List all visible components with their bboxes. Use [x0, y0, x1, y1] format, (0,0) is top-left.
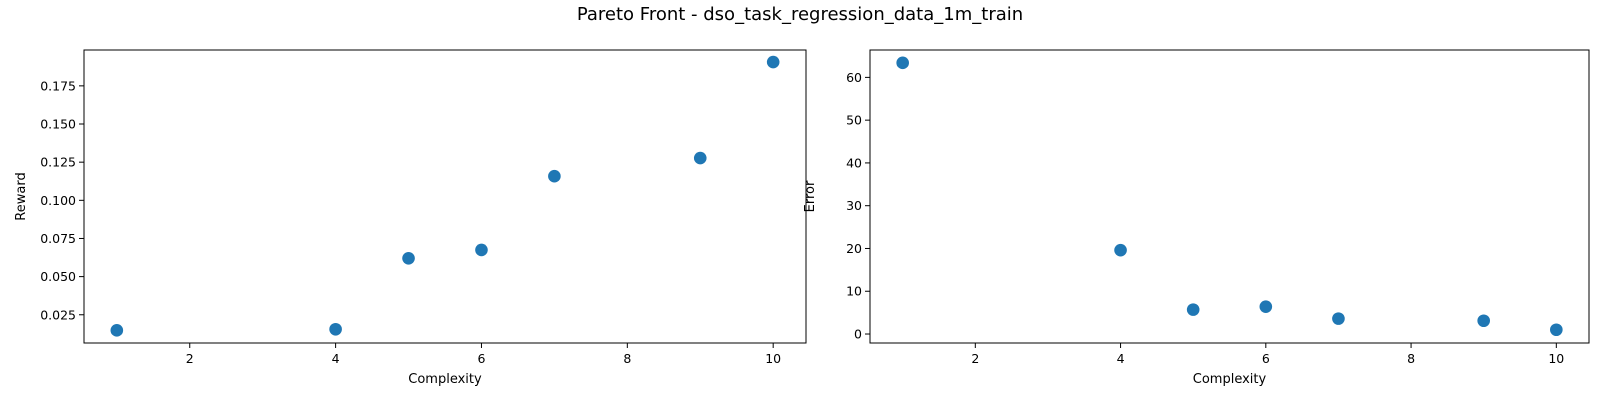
plot1-data-point — [548, 169, 561, 183]
plot2-y-tick-label: 50 — [846, 113, 862, 128]
plot1-y-axis-label: Reward — [14, 172, 29, 220]
figure-title: Pareto Front - dso_task_regression_data_… — [576, 4, 1024, 25]
plot2-x-tick-label: 6 — [1262, 351, 1270, 366]
plot2-y-tick-label: 40 — [846, 155, 862, 170]
plot2-data-point — [1186, 303, 1200, 316]
plot2-x-tick-label: 2 — [971, 351, 979, 366]
plot1-x-axis-label: Complexity — [408, 372, 482, 387]
plot1-x-tick-label: 4 — [332, 351, 340, 366]
plot1-data-point — [475, 243, 488, 257]
plot2-x-axis-label: Complexity — [1193, 372, 1267, 387]
plot2-x-tick-label: 10 — [1548, 351, 1564, 366]
plot2-axes-frame — [869, 49, 1590, 344]
plot1-y-tick-label: 0.050 — [40, 269, 76, 284]
plot2-data-point — [1477, 314, 1490, 328]
plot1-y-tick-label: 0.125 — [40, 155, 76, 170]
plot1-x-tick-label: 10 — [765, 351, 781, 366]
plot1-y-tick-label: 0.175 — [40, 78, 76, 93]
plot2-y-tick-label: 20 — [846, 241, 862, 256]
plot2-y-tick-label: 60 — [846, 70, 862, 85]
plot1-x-tick-label: 2 — [186, 351, 194, 366]
plot2-y-tick-label: 10 — [846, 284, 862, 299]
plot2-x-tick-label: 4 — [1117, 351, 1125, 366]
plot2-data-point — [896, 56, 909, 70]
plot2-x-tick-label: 8 — [1407, 351, 1415, 366]
plot1-y-tick-label: 0.150 — [40, 117, 76, 132]
plot1-x-tick-label: 8 — [623, 351, 631, 366]
plot1-y-tick-label: 0.025 — [40, 307, 76, 322]
plot2-data-point — [1550, 323, 1563, 337]
plot1-axes-frame — [83, 49, 807, 344]
plot2-y-tick-label: 0 — [854, 327, 862, 342]
plot1-data-point — [402, 252, 415, 265]
plot1-y-tick-label: 0.075 — [40, 231, 76, 246]
plot2-y-axis-label: Error — [803, 180, 818, 212]
plot1-x-tick-label: 6 — [477, 351, 485, 366]
plot1-data-point — [693, 151, 707, 165]
plot2-data-point — [1332, 312, 1345, 325]
plot1-data-point — [110, 324, 124, 337]
plot1-data-point — [766, 55, 780, 69]
plot2-y-tick-label: 30 — [846, 198, 862, 213]
plot2-data-point — [1114, 243, 1127, 257]
plot1-y-tick-label: 0.100 — [40, 193, 76, 208]
plot1-data-point — [329, 322, 342, 336]
plot2-data-point — [1259, 300, 1273, 313]
